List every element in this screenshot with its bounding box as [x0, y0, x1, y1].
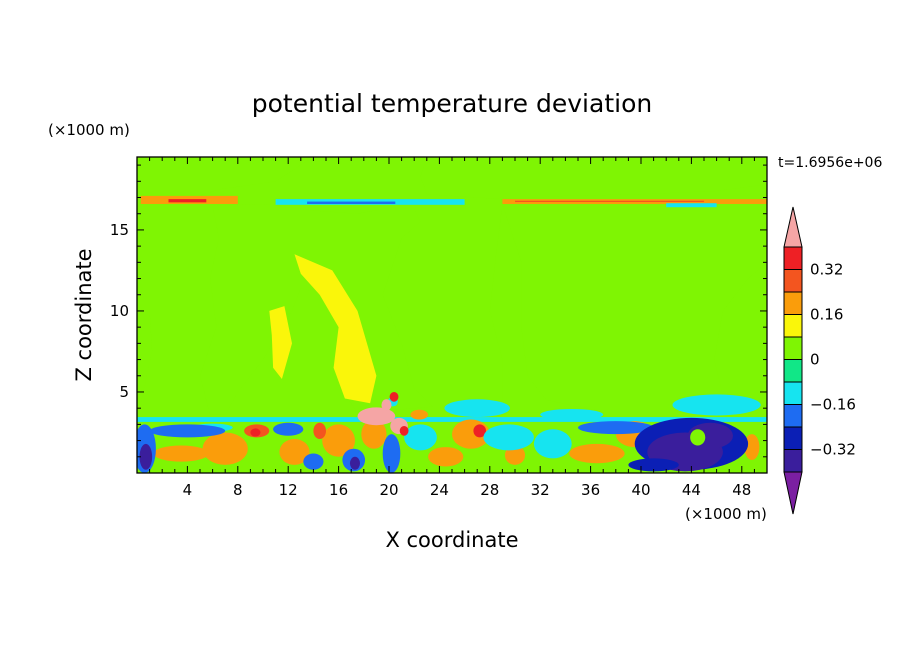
x-tick-label: 8	[233, 481, 243, 499]
colorbar-upper-extension	[783, 206, 803, 248]
colorbar-segment	[783, 449, 803, 473]
y-tick-label: 5	[119, 383, 129, 401]
contour-cell	[139, 443, 153, 470]
contour-cell	[382, 434, 401, 473]
colorbar-segment	[783, 404, 803, 428]
contour-cell	[279, 438, 310, 465]
contour-region	[714, 262, 767, 407]
colorbar-segment	[783, 269, 803, 293]
contour-region	[294, 254, 377, 404]
x-tick-label: 40	[631, 481, 650, 499]
contour-field	[137, 157, 767, 473]
contour-cell	[357, 407, 396, 426]
contour-cell	[381, 399, 392, 411]
contour-cell	[483, 424, 534, 451]
x-tick-label: 20	[379, 481, 398, 499]
contour-band	[666, 203, 717, 208]
x-tick-label: 4	[183, 481, 193, 499]
contour-cell	[389, 391, 399, 402]
contour-cell	[504, 445, 526, 465]
colorbar: 0.32 0.16 0 −0.16 −0.32	[783, 206, 856, 515]
contour-cell	[349, 456, 361, 470]
colorbar-segment	[783, 291, 803, 315]
colorbar-lower-extension	[783, 471, 803, 515]
y-tick-label: 15	[110, 221, 129, 239]
contour-cell	[149, 424, 226, 438]
contour-cell	[473, 424, 487, 438]
time-label: t=1.6956e+06	[778, 155, 882, 171]
chart-title: potential temperature deviation	[252, 89, 652, 118]
colorbar-label: 0.32	[810, 261, 843, 279]
colorbar-segment	[783, 359, 803, 383]
contour-cell	[404, 424, 437, 451]
contour-region	[269, 306, 292, 379]
colorbar-label: 0.16	[810, 306, 843, 324]
contour-cell	[578, 421, 654, 435]
contour-cell	[202, 432, 248, 465]
contour-cell	[410, 409, 429, 420]
y-unit-label: (×1000 m)	[48, 121, 130, 139]
contour-cell	[250, 428, 261, 437]
x-tick-label: 28	[480, 481, 499, 499]
x-unit-label: (×1000 m)	[685, 505, 767, 523]
contour-cell	[273, 422, 304, 436]
colorbar-segment	[783, 314, 803, 338]
contour-layer	[137, 417, 767, 422]
contour-region	[489, 204, 604, 413]
colorbar-label: −0.16	[810, 396, 856, 414]
x-axis-label: X coordinate	[385, 528, 518, 552]
colorbar-segment	[783, 246, 803, 270]
colorbar-segment	[783, 381, 803, 405]
contour-region	[137, 157, 314, 204]
x-tick-label: 12	[279, 481, 298, 499]
contour-cell	[672, 394, 761, 416]
x-tick-label: 16	[329, 481, 348, 499]
x-tick-label: 36	[581, 481, 600, 499]
contour-cell	[322, 424, 355, 457]
colorbar-segment	[783, 426, 803, 450]
contour-band	[515, 200, 704, 203]
colorbar-label: −0.32	[810, 441, 856, 459]
contour-cell	[153, 445, 209, 462]
x-tick-label: 48	[732, 481, 751, 499]
contour-cell	[569, 443, 625, 464]
contour-cell	[533, 429, 572, 459]
contour-band	[168, 199, 207, 203]
x-tick-label: 32	[531, 481, 550, 499]
colorbar-label: 0	[810, 351, 820, 369]
y-tick-label: 10	[110, 302, 129, 320]
contour-cell	[313, 422, 327, 439]
contour-cell	[399, 426, 409, 436]
contour-region	[200, 204, 434, 415]
contour-cell	[303, 453, 324, 470]
contour-cell	[444, 399, 510, 418]
contour-cell	[361, 419, 387, 449]
x-tick-label: 44	[682, 481, 701, 499]
contour-cell	[744, 434, 760, 461]
y-axis-label: Z coordinate	[72, 248, 96, 381]
contour-cell	[428, 447, 464, 467]
contour-band	[307, 201, 396, 204]
contour-region	[137, 229, 153, 420]
x-tick-label: 24	[430, 481, 449, 499]
contour-region	[420, 157, 767, 200]
contour-cell	[690, 429, 706, 446]
colorbar-segment	[783, 336, 803, 360]
